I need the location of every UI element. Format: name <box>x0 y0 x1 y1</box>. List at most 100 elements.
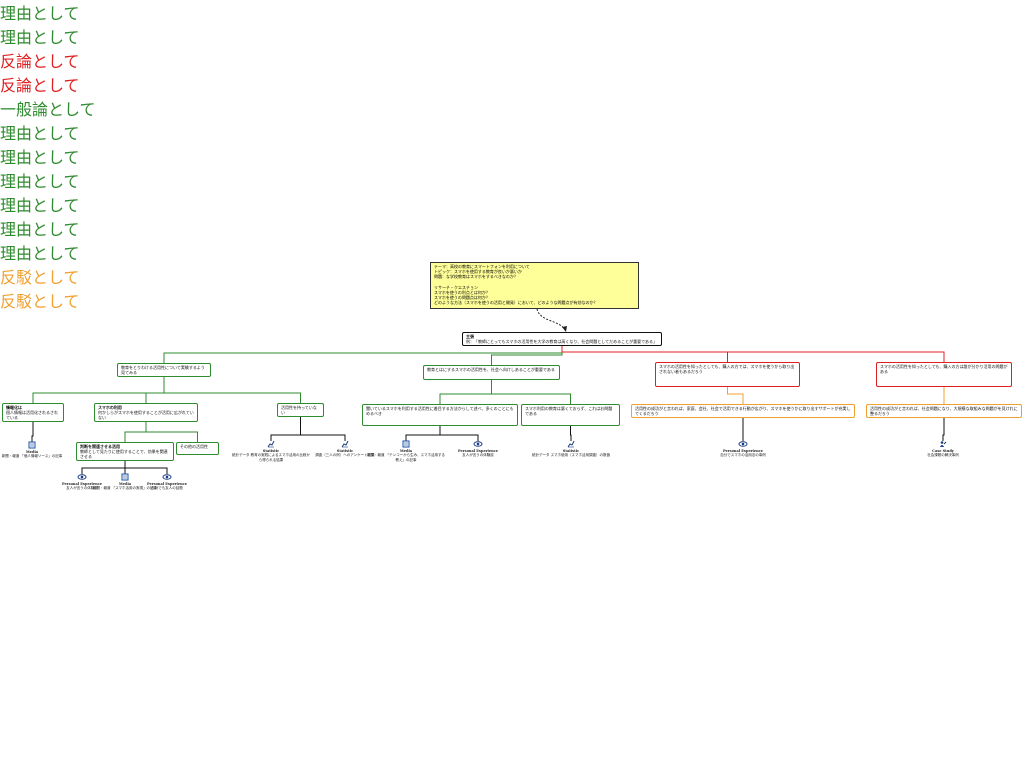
node-text: 教育をとりわける活用性について実験するよう見てみる <box>121 365 205 375</box>
evidence: Personal Experience 自分でも友人の話題 <box>127 482 207 491</box>
evidence-text: 友人が言うの体験談 <box>66 486 98 491</box>
evidence-icon <box>940 441 947 447</box>
note-line: トピック：スマホを使用する教育が良いか悪いか <box>434 269 522 275</box>
evidence-type: Personal Experience <box>61 482 102 486</box>
node: 情報化は 個人情報は活用化されるされている <box>2 403 64 422</box>
connector <box>124 420 147 442</box>
edge-label: 理由として <box>0 124 80 143</box>
edge-label: 理由として <box>0 148 80 167</box>
edge-label: 反論として <box>0 52 80 71</box>
evidence: Media 新聞・報道 「スマホ活用の実現」の記事 <box>85 482 165 491</box>
connector <box>32 375 165 403</box>
evidence: Case Study 社会課題の解決事例 <box>903 449 983 458</box>
evidence-icon <box>473 441 483 447</box>
node: その他の活用性 <box>176 442 219 455</box>
evidence-type: Media <box>118 482 132 486</box>
evidence-type: Personal Experience <box>457 449 498 453</box>
node-text: スマホの活用性を知ったとしても、購入の方では、スマホを使うから取り出されない者も… <box>659 364 795 374</box>
node-text: 教師として見たりに使用することで、効果を関連させる <box>80 449 168 459</box>
node-text: 活用性を持っていない <box>281 405 317 415</box>
node-title: 判断を関連させる活用 <box>80 444 120 449</box>
connector <box>491 380 571 404</box>
evidence-text: 自分でも友人の話題 <box>151 486 183 491</box>
node-title: 主張 <box>466 334 474 339</box>
evidence-icon <box>28 441 36 449</box>
node: スマホの活用性を知ったとしても、購入の方では、スマホを使うから取り出されない者も… <box>655 362 800 387</box>
evidence-text: 統計データ スマホ使用（スマホ活用調査）の数値 <box>532 453 610 458</box>
evidence-icon <box>567 440 575 448</box>
evidence: Media 新聞・報道 「個人情報ソース」の記事 <box>0 450 72 459</box>
connector <box>145 375 165 403</box>
edge-label: 反駁として <box>0 268 80 287</box>
note-link <box>536 308 566 331</box>
edge-label: 理由として <box>0 196 80 215</box>
note-line: テーマ：高校の教育にスマートフォンを利用について <box>434 264 530 269</box>
evidence-text: 自分でスマホの活用法の事例 <box>720 453 766 458</box>
node-text: 例：「教師にとってもスマホの活用性を大学の教育は高くなり、社会問題としてだめるこ… <box>466 339 658 344</box>
connector <box>727 387 744 404</box>
edge-label: 反駁として <box>0 292 80 311</box>
node-text: 何かしらがスマホを使用することが活用に広がれていない <box>98 410 194 420</box>
evidence-text: 新聞・報道 「テンコーから生み、スマホ活用する教え」の記事 <box>366 453 445 462</box>
evidence-connector <box>942 417 945 441</box>
node: 聞いているスマホを利用する活用性に着目する方法からして述べ、多くのことにもめるべ… <box>362 404 518 426</box>
evidence-connector <box>405 426 441 441</box>
node-title: 情報化は <box>6 405 22 410</box>
evidence-text: 調査（三人の例）へのアンケート結果 <box>315 453 375 458</box>
evidence-icon <box>402 440 410 448</box>
node-text: 教育とはにするスマホの活用性を、社会へ向けしあることが重要である <box>427 367 555 372</box>
connector <box>439 380 492 404</box>
evidence-type: Statistic <box>336 449 354 453</box>
evidence: Statistic 調査（三人の例）へのアンケート結果 <box>305 449 385 458</box>
connector <box>163 375 301 403</box>
node: 教育をとりわける活用性について実験するよう見てみる <box>117 363 211 377</box>
node-text: その他の活用性 <box>180 444 208 449</box>
evidence-text: 新聞・報道 「スマホ活用の実現」の記事 <box>92 486 157 491</box>
evidence: Personal Experience 自分でスマホの活用法の事例 <box>703 449 783 458</box>
node: スマホの利用 何かしらがスマホを使用することが活用に広がれていない <box>94 403 198 422</box>
note-line: どのような方法（スマホを使うの活用と開発）において、どのような問題点が有効なのか… <box>434 300 598 306</box>
node-text: 聞いているスマホを利用する活用性に着目する方法からして述べ、多くのことにもめるべ… <box>366 406 514 416</box>
evidence-connector <box>570 426 572 441</box>
edge-label: 理由として <box>0 244 80 263</box>
node-text: スマホ利用の教育は悪くておらず、これはお問題である <box>525 406 613 416</box>
evidence-text: 統計データ 教育の実践によるスマホ活用の比較から得られる結果 <box>232 453 310 462</box>
evidence-text: 社会課題の解決事例 <box>927 453 959 458</box>
evidence: Statistic 統計データ 教育の実践によるスマホ活用の比較から得られる結果 <box>231 449 311 462</box>
evidence-icon <box>267 440 275 448</box>
evidence-type: Media <box>25 450 39 454</box>
node-text: スマホの活用性を知ったとしても、購入の方は誰が分かり活用の問題がある <box>880 364 1008 374</box>
arrow-head <box>562 326 567 332</box>
node: 活用性を持っていない <box>277 403 324 417</box>
edge-label: 一般論として <box>0 100 96 119</box>
node: 教育とはにするスマホの活用性を、社会へ向けしあることが重要である <box>423 365 560 380</box>
evidence-text: 新聞・報道 「個人情報ソース」の記事 <box>1 454 63 459</box>
evidence-connector <box>31 420 34 442</box>
edge-label: 理由として <box>0 220 80 239</box>
evidence-connector <box>270 417 301 441</box>
note-line: スマホを使うの利点とは何か？ <box>434 290 490 296</box>
edge-label: 理由として <box>0 4 80 23</box>
evidence: Media 新聞・報道 「テンコーから生み、スマホ活用する教え」の記事 <box>366 449 446 462</box>
evidence-connector <box>439 426 479 441</box>
evidence-icon <box>162 474 172 480</box>
evidence-text: 友人が言うの体験談 <box>462 453 494 458</box>
evidence-type: Personal Experience <box>722 449 763 453</box>
evidence-connector <box>300 417 346 441</box>
evidence-connector <box>124 457 168 474</box>
note-line: 問題：な学校教育はスマホをするべきなのか？ <box>434 274 518 280</box>
evidence-icon <box>121 473 129 481</box>
node-text: 活用性の成功がと言われば、家庭、会社、社会で活用できる行動が広がり、スマホを使う… <box>635 406 851 416</box>
connector <box>145 420 198 442</box>
edge-label: 理由として <box>0 28 80 47</box>
connector <box>561 346 945 362</box>
evidence-icon <box>341 440 349 448</box>
node: スマホの活用性を知ったとしても、購入の方は誰が分かり活用の問題がある <box>876 362 1012 387</box>
evidence-type: Statistic <box>562 449 580 453</box>
note-line: スマホを使うの問題点は何か？ <box>434 295 490 301</box>
evidence-type: Statistic <box>262 449 280 453</box>
evidence-type: Media <box>399 449 413 453</box>
node: 活用性の成功がと言われば、家庭、会社、社会で活用できる行動が広がり、スマホを使う… <box>631 404 855 418</box>
